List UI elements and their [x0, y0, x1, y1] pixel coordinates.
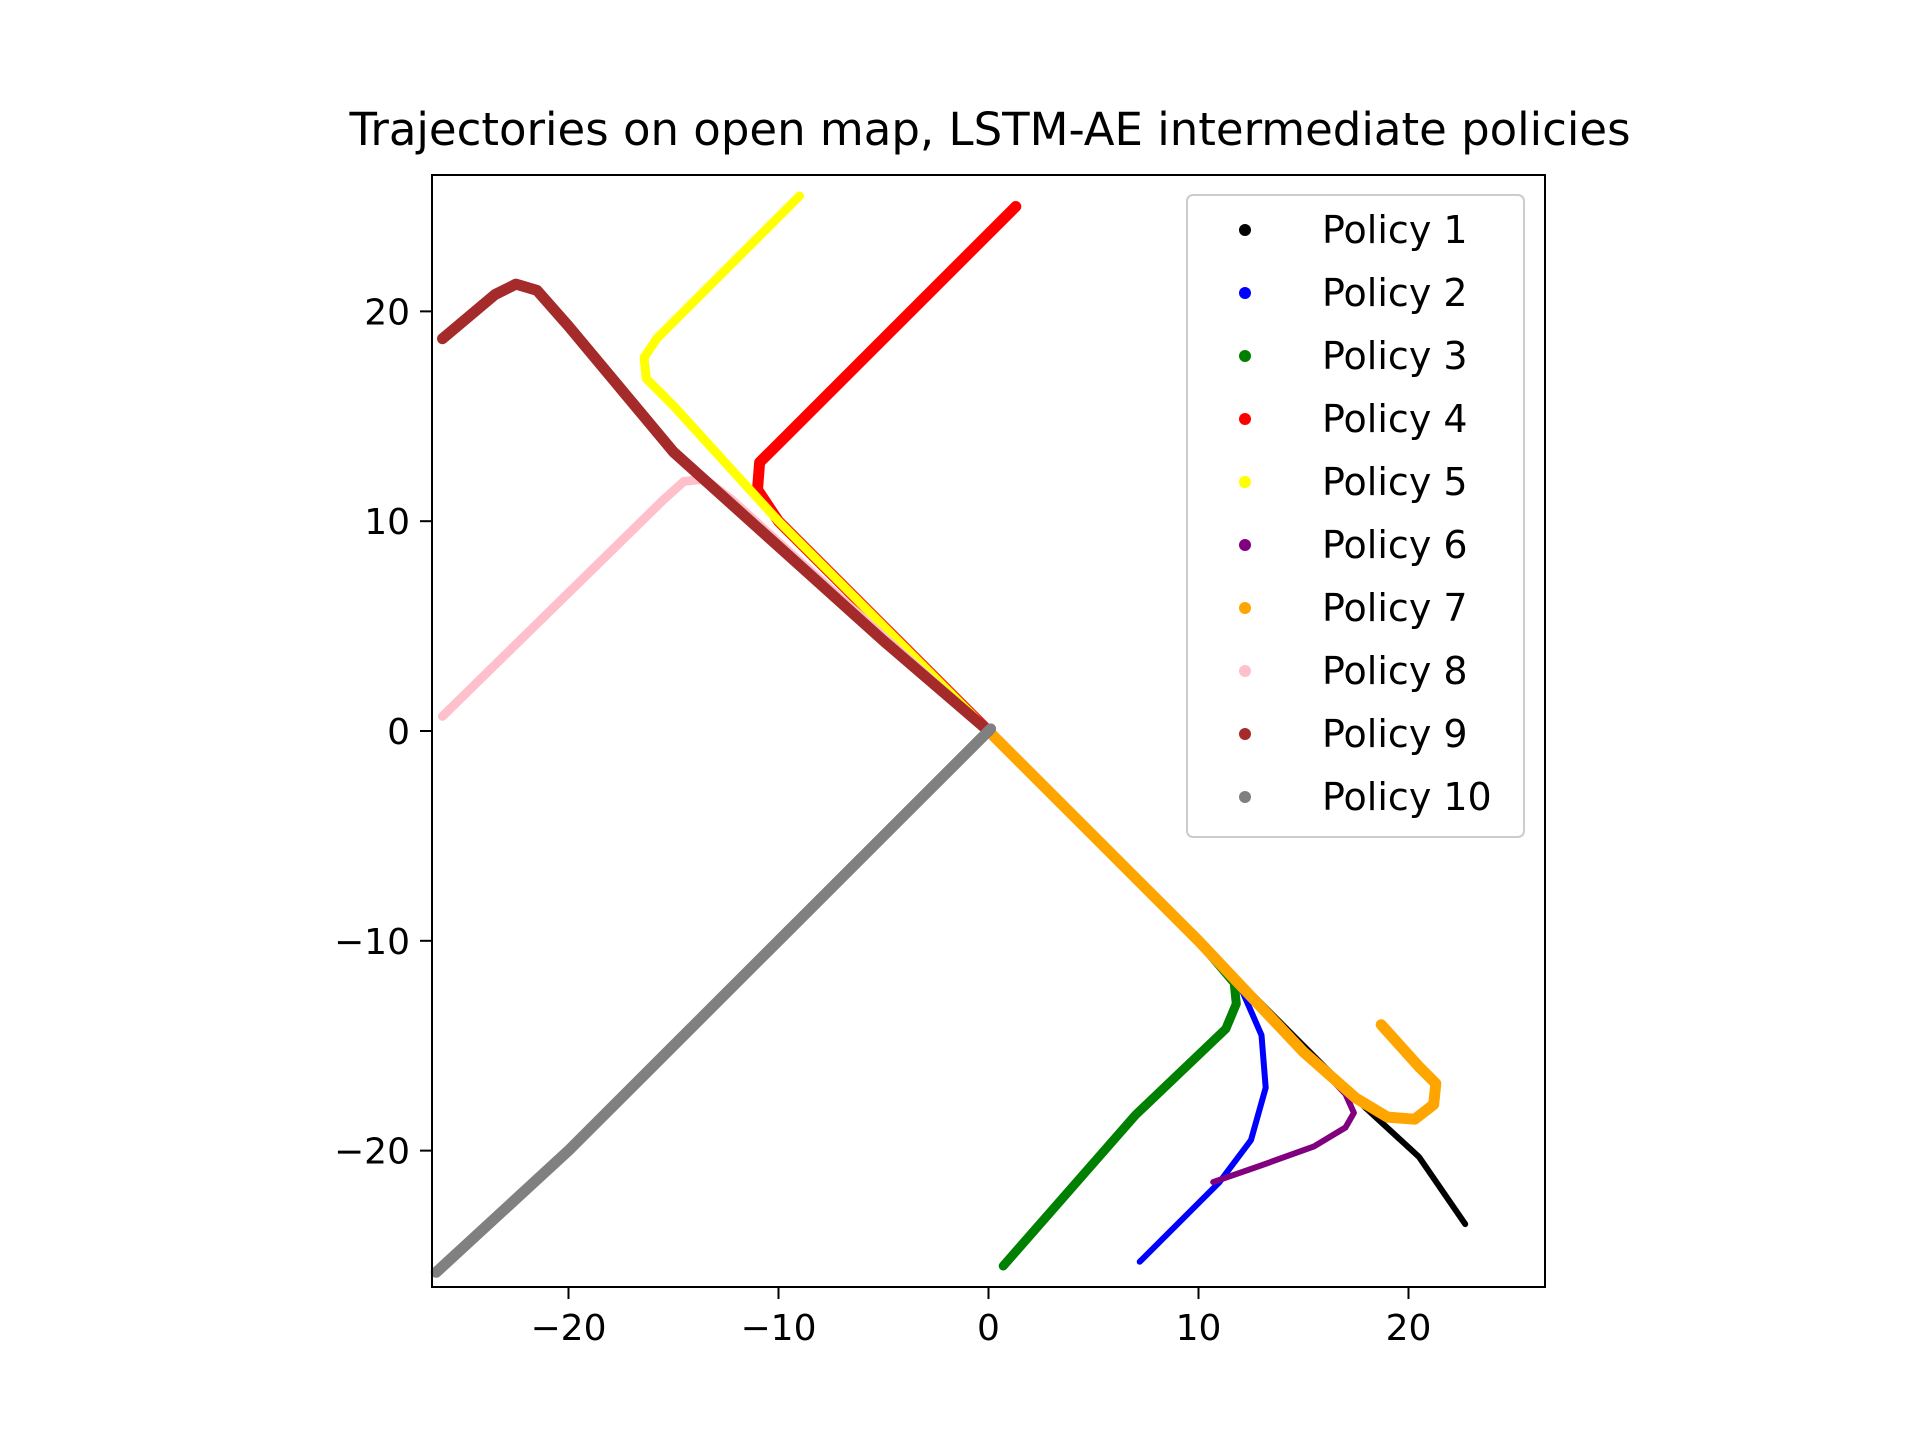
legend-marker: [1239, 224, 1251, 236]
legend-label: Policy 3: [1322, 334, 1468, 378]
x-tick-label: −20: [531, 1308, 607, 1349]
series-policy-7: [983, 725, 1442, 1125]
legend-label: Policy 5: [1322, 460, 1468, 504]
x-tick-label: −10: [741, 1308, 817, 1349]
legend-marker: [1239, 602, 1251, 614]
legend-label: Policy 6: [1322, 523, 1468, 567]
series-policy-5: [639, 191, 993, 736]
legend-marker: [1239, 791, 1251, 803]
legend-label: Policy 10: [1322, 775, 1492, 819]
x-tick-label: 0: [977, 1308, 1000, 1349]
legend-marker: [1239, 350, 1251, 362]
legend-marker: [1239, 728, 1251, 740]
x-axis: −20 −10 0 10 20: [531, 1287, 1432, 1349]
x-tick-label: 20: [1386, 1308, 1432, 1349]
chart-title: Trajectories on open map, LSTM-AE interm…: [348, 103, 1630, 156]
legend-marker: [1239, 287, 1251, 299]
y-tick-label: −20: [334, 1132, 410, 1173]
legend-label: Policy 2: [1322, 271, 1468, 315]
y-tick-label: 20: [364, 292, 410, 333]
legend-marker: [1239, 665, 1251, 677]
y-axis: −20 −10 0 10 20: [334, 292, 432, 1173]
legend-marker: [1239, 476, 1251, 488]
legend-label: Policy 9: [1322, 712, 1468, 756]
series-policy-10: [430, 723, 997, 1278]
y-tick-label: −10: [334, 922, 410, 963]
legend-marker: [1239, 539, 1251, 551]
legend: Policy 1 Policy 2 Policy 3 Policy 4 Policy 5…: [1186, 194, 1525, 838]
plot-series: [430, 191, 1469, 1278]
legend-label: Policy 8: [1322, 649, 1468, 693]
y-tick-label: 0: [387, 712, 410, 753]
x-tick-label: 10: [1176, 1308, 1222, 1349]
legend-marker: [1239, 413, 1251, 425]
legend-label: Policy 1: [1322, 208, 1468, 252]
legend-label: Policy 7: [1322, 586, 1468, 630]
y-tick-label: 10: [364, 502, 410, 543]
series-policy-4: [752, 201, 1022, 737]
series-policy-9: [437, 278, 994, 737]
series-policy-8: [438, 474, 993, 736]
legend-frame: [1186, 194, 1525, 838]
legend-label: Policy 4: [1322, 397, 1468, 441]
